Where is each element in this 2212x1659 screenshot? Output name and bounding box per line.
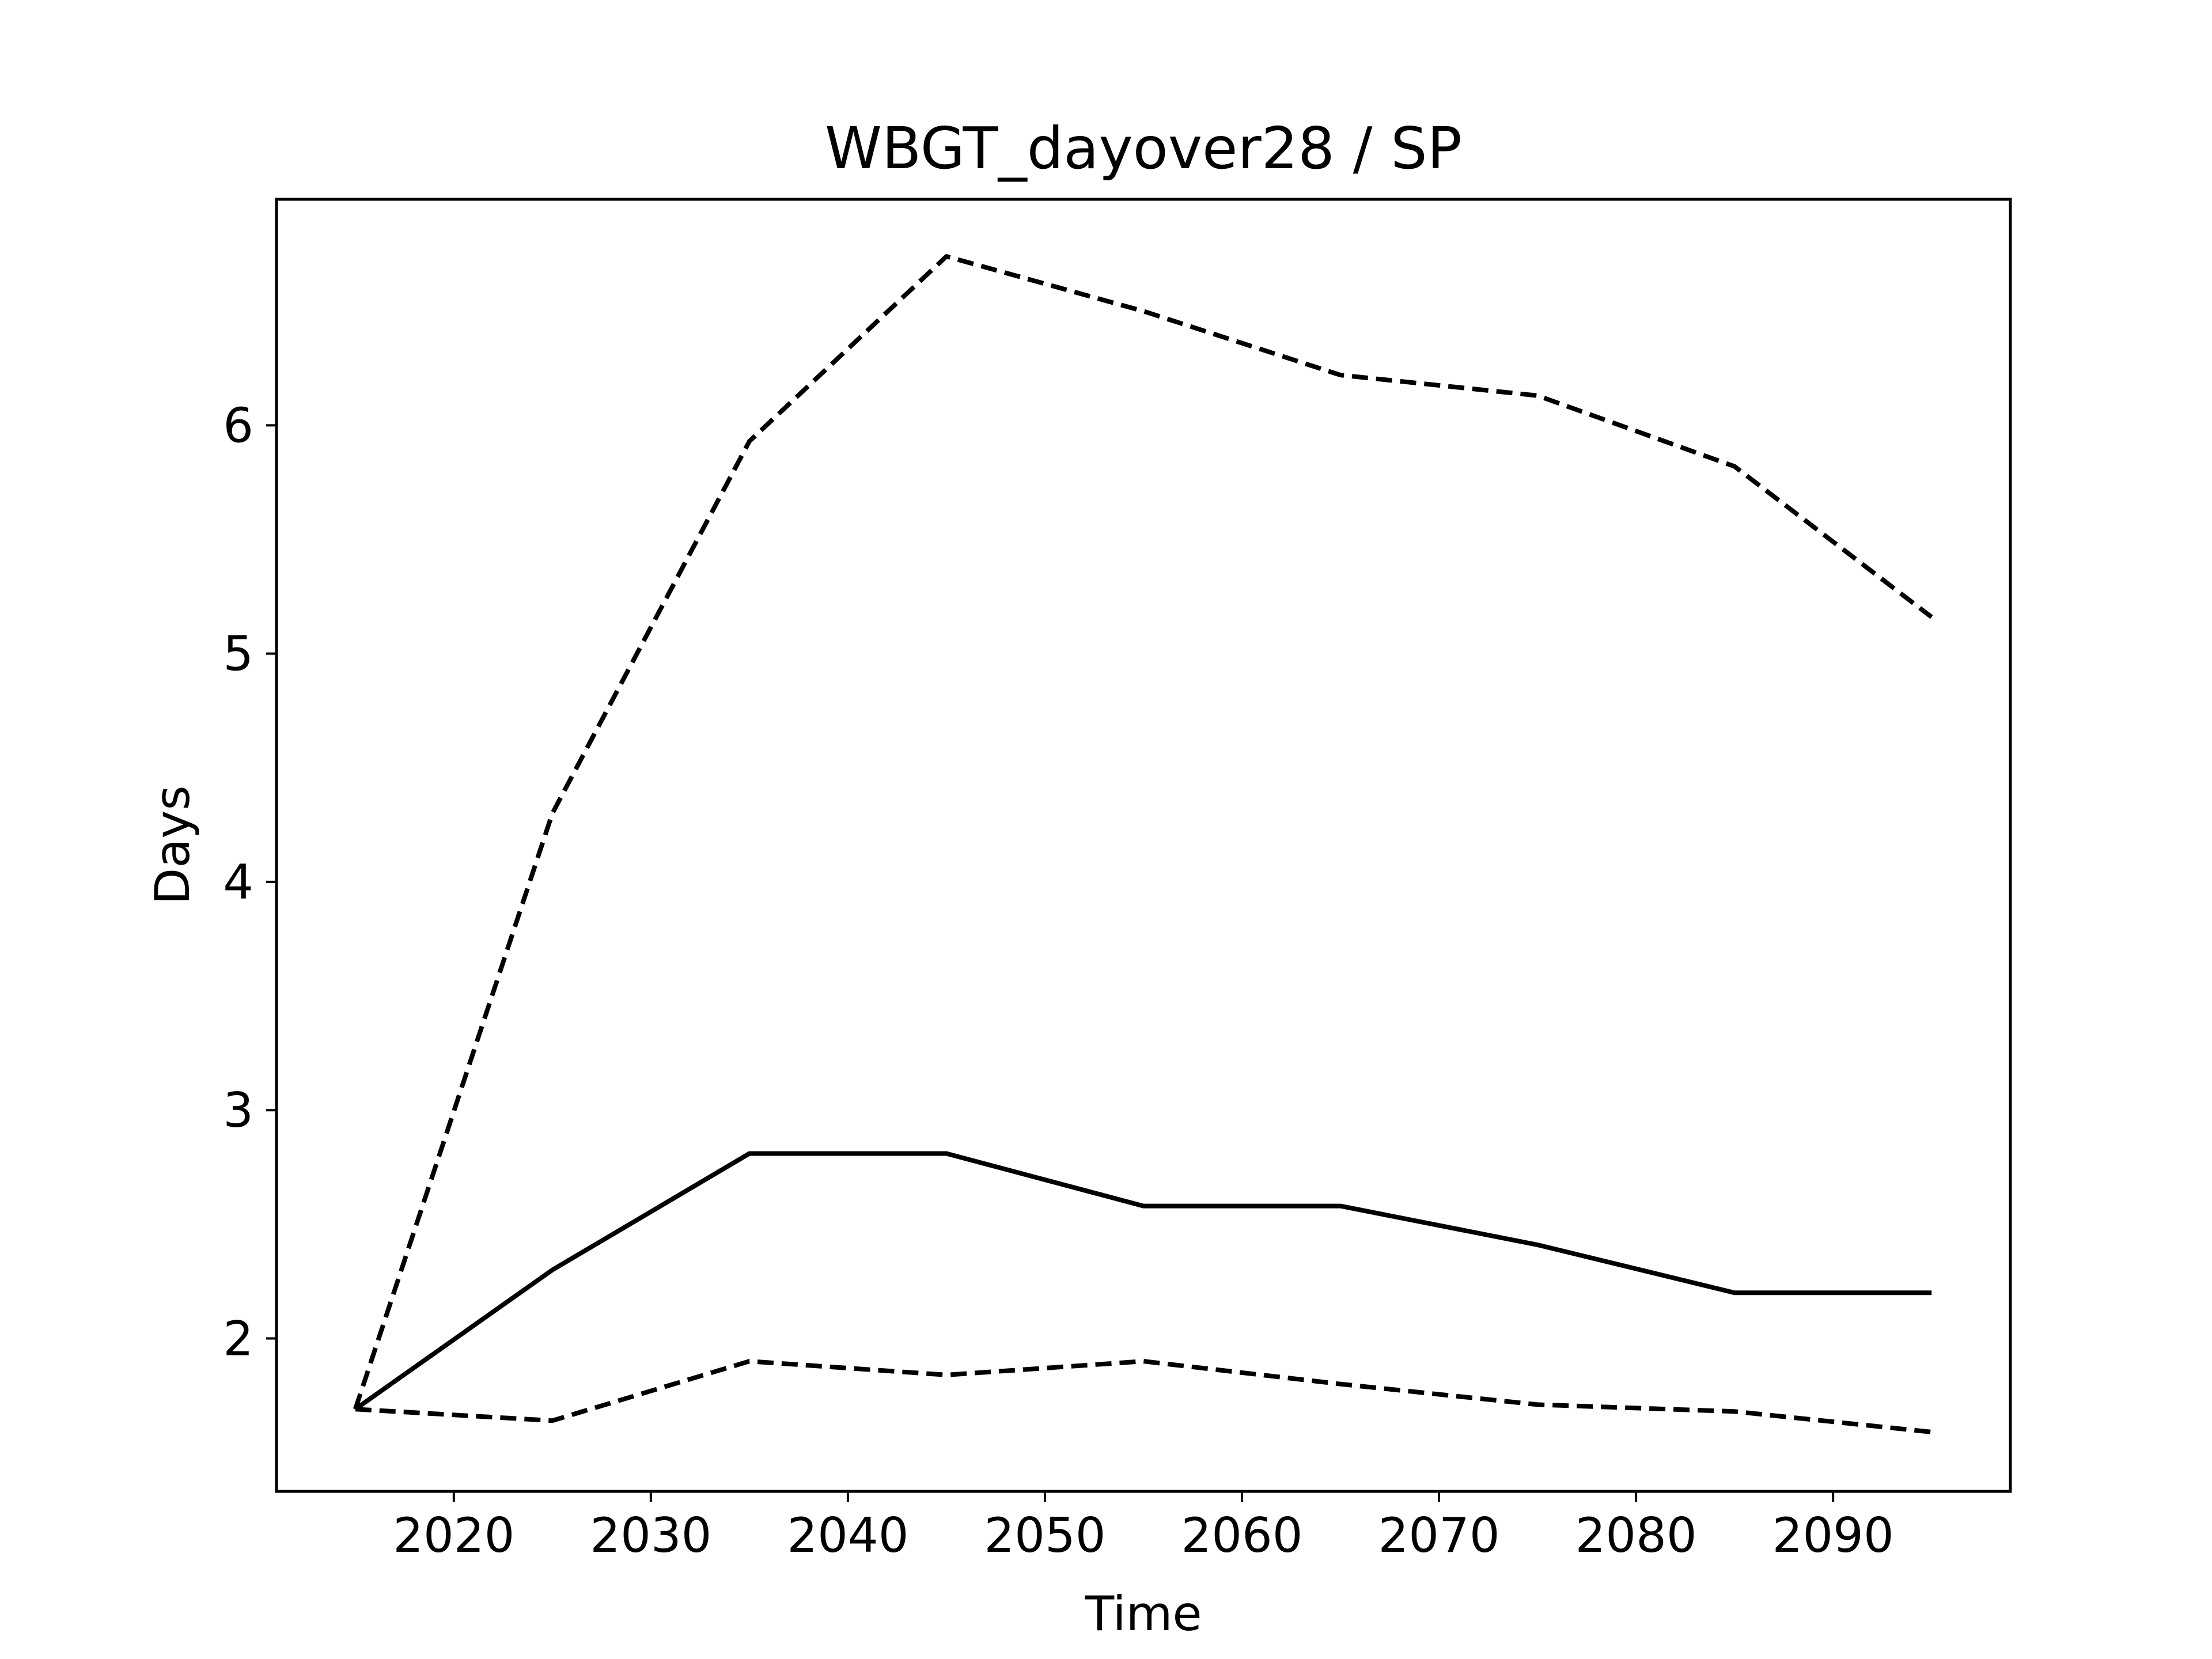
y-tick-label: 3 (223, 1082, 253, 1138)
series-line-3 (355, 1359, 1932, 1434)
x-axis-ticks: 2020 2030 2040 2050 2060 2070 2080 2090 (393, 1491, 1894, 1563)
x-tick-label: 2090 (1772, 1508, 1894, 1563)
y-tick-label: 2 (223, 1310, 253, 1366)
y-tick-label: 5 (223, 626, 253, 682)
plot-area-frame (275, 198, 2012, 1493)
series-line-2 (353, 254, 1933, 1410)
x-tick-label: 2040 (787, 1508, 908, 1563)
y-tick-label: 4 (223, 854, 253, 910)
y-tick-label: 6 (223, 397, 253, 453)
x-tick-label: 2070 (1378, 1508, 1499, 1563)
x-tick-label: 2060 (1181, 1508, 1302, 1563)
series-layer (353, 254, 1933, 1434)
x-tick-label: 2020 (393, 1508, 514, 1563)
series-line-1 (354, 1151, 1932, 1411)
chart-title: WBGT_dayover28 / SP (825, 115, 1462, 182)
x-tick-label: 2030 (590, 1508, 711, 1563)
x-tick-label: 2080 (1575, 1508, 1696, 1563)
x-axis-label: Time (1084, 1586, 1202, 1642)
y-axis-label: Days (145, 785, 200, 904)
x-tick-label: 2050 (984, 1508, 1105, 1563)
y-axis-ticks: 2 3 4 5 6 (223, 397, 276, 1366)
